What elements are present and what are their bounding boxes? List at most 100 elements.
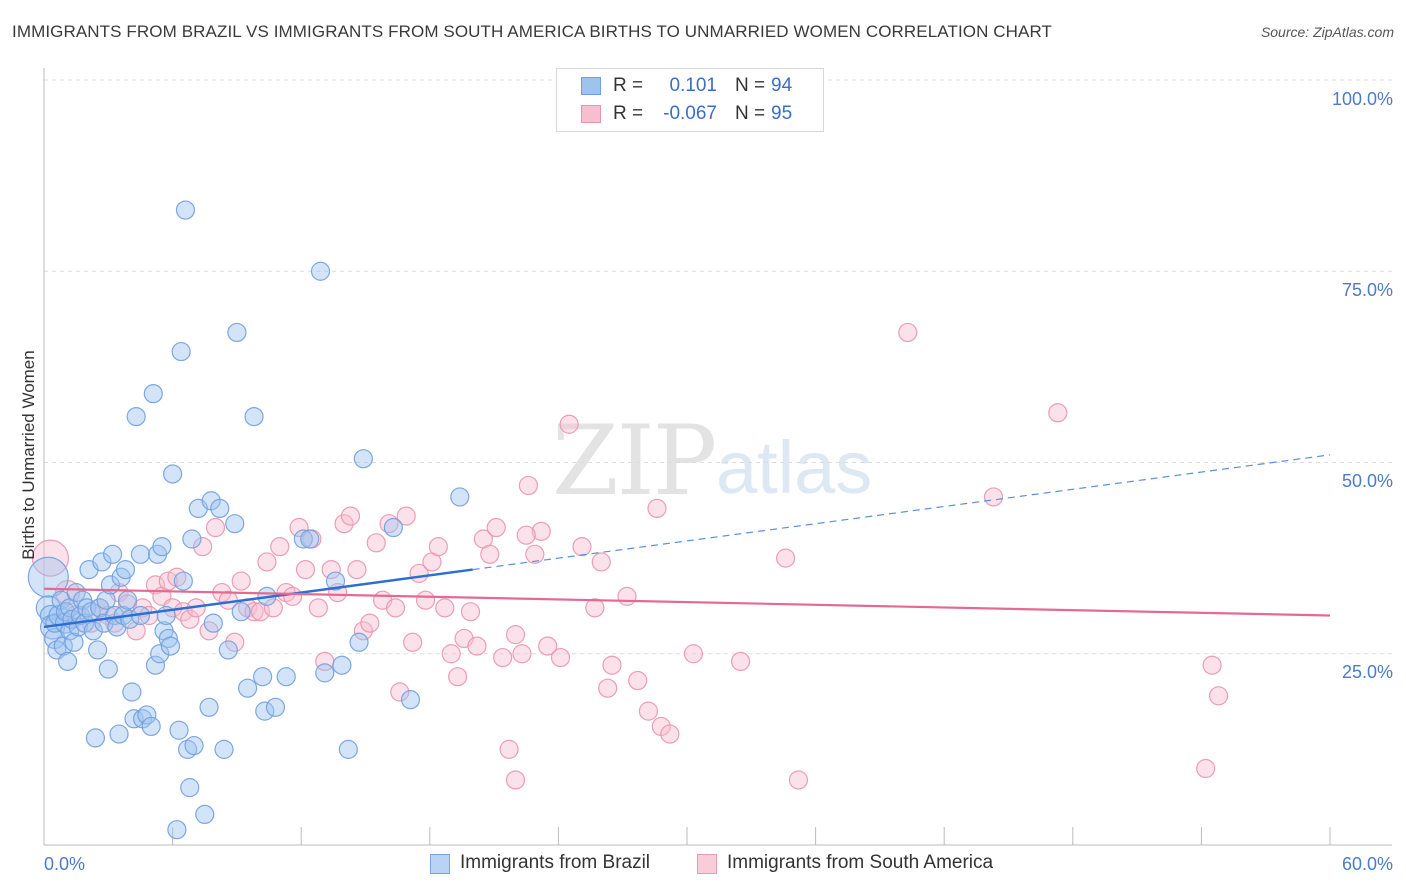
data-point [210, 498, 230, 518]
data-point [334, 514, 354, 534]
data-point [145, 655, 166, 675]
data-point [184, 735, 204, 756]
data-point [205, 517, 226, 538]
data-point [347, 559, 367, 580]
data-point [214, 739, 234, 759]
data-point [143, 384, 163, 404]
data-point [27, 556, 69, 598]
data-point [169, 720, 189, 740]
data-point [171, 341, 191, 362]
data-point [340, 506, 361, 526]
data-point [255, 701, 275, 721]
data-point [293, 529, 313, 549]
legend-n-label: N = [735, 75, 766, 96]
data-point [57, 651, 78, 672]
data-point [126, 621, 146, 641]
data-point [130, 544, 151, 564]
data-point [390, 682, 410, 702]
data-point [450, 487, 470, 507]
data-point [158, 628, 178, 649]
data-point [572, 537, 592, 557]
data-point [531, 521, 551, 541]
data-point [96, 590, 116, 610]
data-point [175, 200, 196, 220]
data-point [788, 770, 809, 790]
data-point [400, 690, 421, 710]
legend-r-label: R = [613, 75, 644, 96]
data-point [295, 559, 316, 580]
data-point [231, 571, 251, 591]
correlation-legend: R = 0.101 N = 94 R = -0.067 N = 95 [556, 68, 824, 132]
data-point [195, 804, 215, 825]
data-point [85, 728, 106, 748]
data-point [415, 590, 436, 610]
data-point [538, 636, 558, 656]
chart-title: IMMIGRANTS FROM BRAZIL VS IMMIGRANTS FRO… [12, 22, 1053, 41]
data-point [338, 739, 358, 759]
data-point [332, 655, 352, 675]
data-point [602, 655, 622, 675]
data-point [591, 552, 611, 572]
data-point [441, 644, 461, 664]
trend-lines [43, 454, 1331, 629]
data-point [585, 598, 605, 618]
data-point [218, 640, 238, 660]
data-point [486, 517, 506, 538]
legend-row-south-america: R = -0.067 N = 95 [557, 101, 823, 129]
data-point [983, 487, 1004, 507]
data-point [403, 632, 423, 652]
legend-row-brazil: R = 0.101 N = 94 [557, 73, 823, 101]
data-point [353, 621, 373, 641]
x-tick-label-min: 0.0% [44, 854, 85, 874]
data-point [396, 506, 416, 526]
data-point [385, 598, 406, 618]
data-point [98, 659, 118, 679]
legend-r-label: R = [613, 103, 644, 124]
data-point [180, 778, 200, 798]
data-point [87, 640, 108, 660]
data-point [199, 697, 219, 717]
data-point [265, 697, 286, 717]
data-point [145, 575, 166, 595]
series-south-america [31, 322, 1229, 790]
data-point [638, 701, 659, 721]
data-point [598, 678, 618, 698]
data-point [512, 644, 532, 664]
data-point [617, 586, 637, 606]
data-point [428, 537, 448, 557]
data-point [270, 537, 290, 557]
data-point [203, 613, 223, 633]
data-point [349, 632, 369, 652]
legend-n-value: 94 [771, 75, 793, 96]
data-point [227, 322, 247, 343]
data-point [263, 598, 283, 618]
data-point [173, 571, 193, 591]
trend-line-brazil [43, 568, 473, 629]
data-point [90, 598, 110, 618]
x-tick-label-max: 60.0% [1342, 854, 1393, 874]
data-point [102, 544, 123, 564]
data-point [31, 539, 70, 577]
data-point [898, 322, 918, 343]
data-point [353, 449, 373, 469]
data-point [152, 537, 172, 557]
data-point [109, 724, 129, 744]
data-point [1208, 686, 1229, 706]
data-point [647, 498, 667, 518]
data-point [141, 716, 161, 737]
data-point [231, 602, 251, 622]
bottom-legend-swatch-brazil [430, 854, 450, 874]
data-point [160, 636, 181, 656]
data-point [321, 559, 341, 580]
data-point [66, 582, 86, 603]
grid-lines [44, 79, 1392, 655]
data-point [683, 644, 704, 664]
data-point [115, 559, 136, 580]
data-point [525, 544, 545, 564]
tick-labels: 25.0% 50.0% 75.0% 100.0% 0.0% 60.0% [44, 89, 1393, 874]
axes [43, 68, 1392, 846]
data-point [460, 602, 481, 622]
data-point [435, 598, 455, 618]
source-label: Source: ZipAtlas.com [1260, 24, 1394, 40]
